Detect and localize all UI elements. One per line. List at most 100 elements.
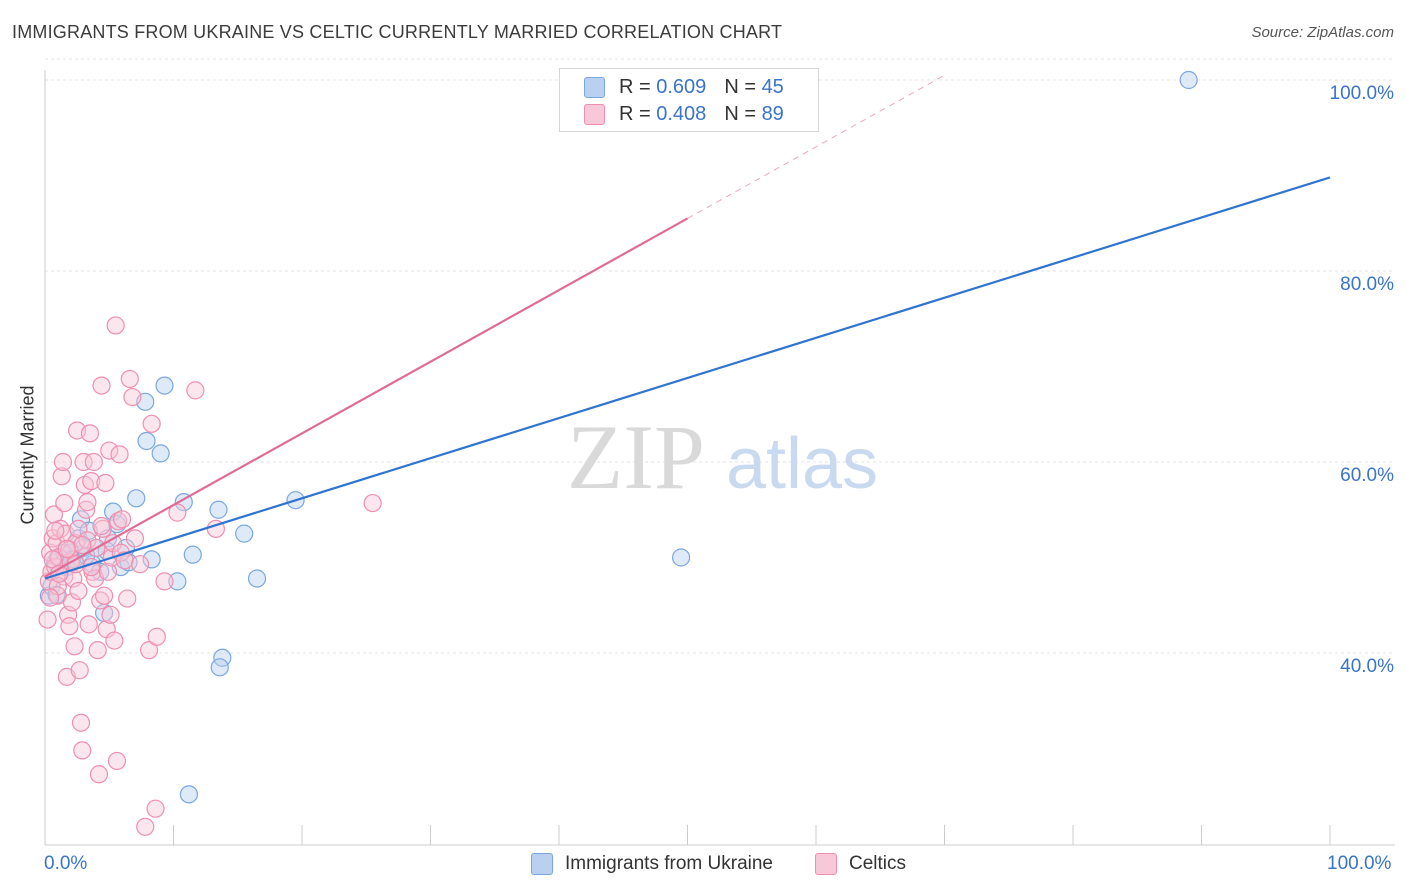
point-ukraine-29 bbox=[168, 572, 187, 591]
point-celtics-26 bbox=[70, 661, 89, 680]
trend-lines bbox=[44, 74, 1331, 580]
y-tick-label-100: 100.0% bbox=[1329, 83, 1394, 104]
legend-n-label: N = bbox=[724, 102, 756, 125]
point-celtics-85 bbox=[57, 539, 76, 559]
point-ukraine-26 bbox=[142, 550, 161, 569]
point-celtics-73 bbox=[186, 381, 205, 400]
point-ukraine-36 bbox=[247, 569, 267, 588]
chart-title: IMMIGRANTS FROM UKRAINE VS CELTIC CURREN… bbox=[12, 22, 783, 42]
y-axis-label: Currently Married bbox=[17, 385, 38, 525]
point-celtics-69 bbox=[147, 627, 166, 646]
point-celtics-43 bbox=[92, 376, 111, 395]
point-celtics-18 bbox=[60, 617, 79, 636]
point-celtics-70 bbox=[146, 799, 165, 818]
watermark-atlas: atlas bbox=[726, 424, 878, 504]
point-ukraine-25 bbox=[137, 431, 156, 451]
point-celtics-55 bbox=[107, 751, 127, 771]
trend-line-celtics bbox=[44, 217, 689, 578]
legend-swatch-ukraine bbox=[584, 76, 605, 98]
legend-r-label: R = bbox=[619, 102, 651, 125]
point-celtics-83 bbox=[92, 516, 111, 536]
point-celtics-49 bbox=[100, 441, 119, 460]
point-ukraine-34 bbox=[210, 658, 229, 677]
point-ukraine-27 bbox=[151, 444, 170, 463]
point-celtics-31 bbox=[77, 500, 96, 519]
point-celtics-46 bbox=[96, 473, 115, 493]
point-celtics-65 bbox=[130, 555, 150, 574]
point-ukraine-37 bbox=[179, 785, 199, 804]
point-celtics-66 bbox=[136, 817, 155, 836]
point-celtics-11 bbox=[52, 467, 71, 486]
legend-row-celtics: R = 0.408 N = 89 bbox=[584, 102, 784, 126]
point-celtics-87 bbox=[78, 493, 97, 512]
source-credit: Source: ZipAtlas.com bbox=[1251, 24, 1394, 41]
point-celtics-28 bbox=[73, 741, 92, 760]
point-celtics-0 bbox=[38, 610, 57, 629]
x-tick-label-max: 100.0% bbox=[1327, 853, 1392, 874]
point-celtics-88 bbox=[41, 588, 60, 607]
point-ukraine-39 bbox=[671, 548, 691, 567]
point-celtics-33 bbox=[79, 615, 98, 634]
point-celtics-53 bbox=[105, 631, 124, 650]
point-celtics-57 bbox=[110, 445, 129, 464]
point-celtics-23 bbox=[66, 534, 85, 553]
point-ukraine-35 bbox=[235, 524, 254, 543]
point-celtics-62 bbox=[120, 369, 139, 389]
y-tick-label-40: 40.0% bbox=[1340, 656, 1394, 677]
point-celtics-20 bbox=[62, 593, 82, 612]
point-celtics-37 bbox=[84, 452, 103, 472]
point-celtics-72 bbox=[168, 503, 187, 522]
legend-r-label: R = bbox=[619, 75, 651, 98]
trend-line-extension-celtics bbox=[687, 74, 945, 219]
legend-swatch-celtics bbox=[584, 103, 605, 125]
point-celtics-27 bbox=[71, 713, 91, 732]
trend-line-ukraine bbox=[44, 176, 1331, 580]
bottom-legend-celtics: Celtics bbox=[815, 852, 906, 876]
bottom-legend-label-ukraine: Immigrants from Ukraine bbox=[565, 853, 773, 874]
point-celtics-84 bbox=[46, 521, 65, 540]
axes bbox=[44, 70, 1395, 846]
legend-r-value-celtics: 0.408 bbox=[656, 102, 707, 125]
legend-row-ukraine: R = 0.609 N = 45 bbox=[584, 75, 784, 99]
point-celtics-50 bbox=[101, 605, 120, 624]
point-celtics-67 bbox=[139, 641, 159, 660]
stats-legend: R = 0.609 N = 45 R = 0.408 N = 89 bbox=[559, 68, 819, 132]
point-celtics-75 bbox=[363, 493, 382, 513]
point-celtics-45 bbox=[95, 586, 114, 605]
watermark-zip: ZIP bbox=[567, 406, 705, 508]
watermark: ZIP atlas bbox=[567, 406, 878, 508]
legend-n-value-ukraine: 45 bbox=[761, 75, 784, 98]
point-celtics-86 bbox=[69, 581, 88, 601]
point-celtics-12 bbox=[53, 452, 73, 472]
gridlines bbox=[45, 58, 1395, 654]
legend-r-value-ukraine: 0.609 bbox=[656, 75, 707, 98]
point-ukraine-32 bbox=[209, 500, 228, 519]
point-celtics-59 bbox=[112, 510, 132, 529]
x-tick-label-min: 0.0% bbox=[44, 853, 88, 874]
bottom-legend-swatch-celtics bbox=[815, 853, 837, 875]
bottom-legend-label-celtics: Celtics bbox=[849, 853, 907, 874]
point-celtics-22 bbox=[65, 637, 84, 656]
point-ukraine-28 bbox=[155, 376, 174, 395]
point-ukraine-31 bbox=[183, 545, 202, 564]
y-tick-label-80: 80.0% bbox=[1340, 274, 1394, 295]
point-celtics-64 bbox=[125, 529, 145, 548]
point-celtics-81 bbox=[73, 535, 92, 555]
point-celtics-54 bbox=[106, 316, 125, 335]
point-ukraine-40 bbox=[1179, 70, 1198, 90]
point-celtics-63 bbox=[123, 387, 142, 407]
bottom-legend-swatch-ukraine bbox=[531, 853, 553, 875]
legend-n-value-celtics: 89 bbox=[761, 102, 784, 125]
point-celtics-68 bbox=[142, 414, 161, 433]
y-tick-label-60: 60.0% bbox=[1340, 465, 1394, 486]
bottom-legend-ukraine: Immigrants from Ukraine bbox=[531, 852, 773, 876]
point-celtics-35 bbox=[82, 472, 101, 491]
point-celtics-41 bbox=[89, 765, 109, 784]
point-ukraine-23 bbox=[127, 489, 146, 508]
point-celtics-48 bbox=[98, 562, 118, 581]
point-celtics-34 bbox=[80, 424, 100, 443]
point-celtics-71 bbox=[155, 572, 174, 591]
point-celtics-61 bbox=[118, 589, 137, 608]
point-celtics-29 bbox=[74, 452, 93, 472]
